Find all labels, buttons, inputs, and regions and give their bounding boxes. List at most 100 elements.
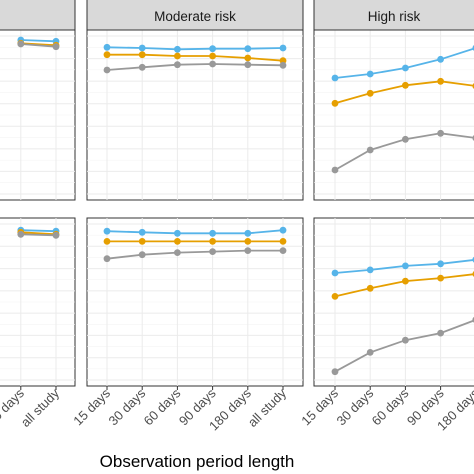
data-point-series-3 bbox=[437, 329, 444, 337]
x-tick-label: 30 days bbox=[106, 385, 149, 428]
data-point-series-2 bbox=[174, 52, 181, 60]
panel-2-2 bbox=[86, 217, 304, 387]
data-point-series-3 bbox=[331, 368, 339, 376]
data-point-series-2 bbox=[331, 99, 339, 107]
data-point-series-3 bbox=[103, 255, 111, 263]
data-point-series-2 bbox=[244, 238, 252, 245]
x-tick-label: 60 days bbox=[141, 385, 184, 428]
panel-layer bbox=[0, 29, 474, 387]
data-point-series-3 bbox=[138, 63, 146, 71]
data-point-series-3 bbox=[52, 231, 60, 239]
series-line-1 bbox=[20, 39, 57, 43]
data-point-series-2 bbox=[402, 277, 409, 285]
data-point-series-1 bbox=[209, 229, 217, 237]
facet-strip-label: Moderate risk bbox=[154, 9, 236, 24]
data-point-series-2 bbox=[138, 238, 146, 245]
data-point-series-2 bbox=[138, 51, 146, 59]
facet-strip-label: High risk bbox=[368, 9, 421, 24]
data-point-series-2 bbox=[331, 293, 339, 300]
x-tick-label: 30 days bbox=[334, 385, 377, 428]
series-line-3 bbox=[106, 63, 284, 71]
data-point-series-1 bbox=[244, 229, 252, 237]
data-point-series-2 bbox=[174, 238, 181, 245]
x-tick-label: 180 days bbox=[0, 385, 27, 433]
x-tick-label: 15 days bbox=[70, 385, 113, 428]
data-point-series-1 bbox=[103, 43, 111, 51]
data-point-series-2 bbox=[103, 51, 111, 59]
data-point-series-1 bbox=[209, 45, 217, 53]
data-point-series-1 bbox=[244, 45, 252, 53]
data-point-series-2 bbox=[279, 238, 287, 245]
data-point-series-2 bbox=[244, 54, 252, 62]
data-point-series-2 bbox=[209, 238, 217, 245]
data-point-series-2 bbox=[437, 274, 444, 282]
x-axis-title: Observation period length bbox=[100, 452, 295, 471]
series-line-1 bbox=[106, 229, 284, 235]
data-point-series-1 bbox=[402, 262, 409, 270]
panel-2-1 bbox=[0, 217, 76, 387]
data-point-series-1 bbox=[279, 226, 287, 234]
series-line-2 bbox=[334, 273, 474, 298]
data-point-series-3 bbox=[331, 166, 339, 174]
series-line-2 bbox=[20, 231, 57, 236]
data-point-series-1 bbox=[103, 227, 111, 235]
data-point-series-1 bbox=[331, 74, 339, 82]
data-point-series-1 bbox=[402, 64, 409, 72]
data-point-series-1 bbox=[331, 269, 339, 277]
facet-strip bbox=[86, 0, 304, 31]
data-point-series-2 bbox=[209, 52, 217, 60]
data-point-series-3 bbox=[244, 247, 252, 255]
data-point-series-2 bbox=[103, 238, 111, 245]
panel-1-2 bbox=[86, 29, 304, 201]
panel-2-3 bbox=[313, 217, 474, 387]
strip-layer: Moderate risk High risk bbox=[0, 0, 474, 31]
data-point-series-1 bbox=[437, 55, 444, 63]
data-point-series-3 bbox=[17, 230, 25, 238]
data-point-series-3 bbox=[138, 251, 146, 259]
data-point-series-3 bbox=[366, 146, 374, 154]
data-point-series-1 bbox=[174, 229, 181, 237]
data-point-series-1 bbox=[366, 70, 374, 78]
x-tick-label: 60 days bbox=[369, 385, 412, 428]
data-point-series-1 bbox=[138, 44, 146, 52]
data-point-series-3 bbox=[209, 248, 217, 256]
data-point-series-3 bbox=[209, 60, 217, 68]
series-line-2 bbox=[107, 53, 284, 62]
data-point-series-2 bbox=[366, 89, 374, 97]
series-line-1 bbox=[334, 259, 474, 274]
series-line-3 bbox=[106, 249, 283, 260]
panel-1-1 bbox=[0, 29, 76, 201]
data-point-series-3 bbox=[174, 61, 181, 69]
data-point-series-1 bbox=[437, 260, 444, 268]
data-point-series-3 bbox=[366, 349, 374, 356]
data-point-series-1 bbox=[174, 45, 181, 53]
data-point-series-3 bbox=[279, 247, 287, 255]
data-point-series-3 bbox=[402, 135, 409, 143]
x-tick-label: all study bbox=[18, 385, 63, 430]
series-line-3 bbox=[20, 233, 57, 237]
facet-strip bbox=[0, 0, 76, 31]
data-point-series-2 bbox=[437, 77, 444, 85]
data-point-series-3 bbox=[17, 40, 25, 48]
data-point-series-3 bbox=[174, 249, 181, 256]
series-line-3 bbox=[20, 43, 57, 48]
data-point-series-1 bbox=[366, 266, 374, 274]
x-tick-label: 15 days bbox=[298, 385, 341, 428]
data-point-series-3 bbox=[279, 61, 287, 69]
data-point-series-3 bbox=[52, 43, 60, 51]
data-point-series-2 bbox=[402, 81, 409, 89]
data-point-series-1 bbox=[279, 44, 287, 52]
panel-1-3 bbox=[313, 29, 474, 201]
series-line-1 bbox=[20, 229, 57, 233]
data-point-series-1 bbox=[138, 228, 146, 236]
data-point-series-3 bbox=[402, 336, 409, 344]
facet-strip bbox=[313, 0, 474, 31]
series-line-3 bbox=[334, 132, 474, 171]
series-line-3 bbox=[334, 319, 474, 373]
x-tick-label: all study bbox=[245, 385, 290, 430]
data-point-series-3 bbox=[437, 129, 444, 137]
data-point-series-2 bbox=[366, 284, 374, 292]
data-point-series-3 bbox=[244, 61, 252, 69]
